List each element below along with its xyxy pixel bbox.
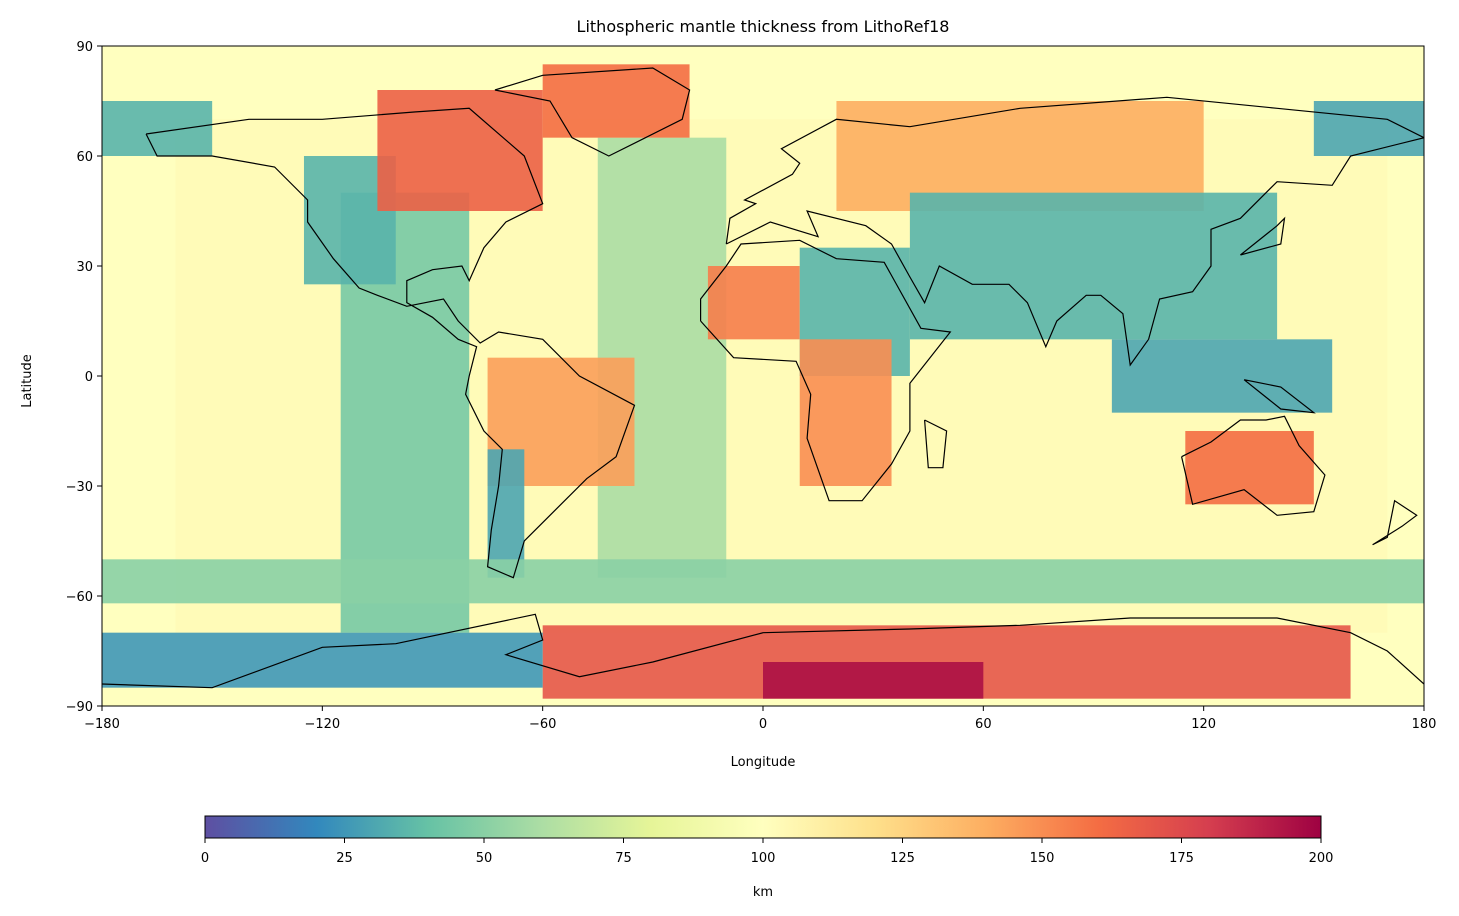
colorbar bbox=[204, 815, 1322, 839]
chart-title: Lithospheric mantle thickness from Litho… bbox=[577, 17, 950, 36]
x-tick-label: 120 bbox=[1191, 717, 1216, 732]
coastline bbox=[494, 67, 691, 157]
colorbar-tick-label: 175 bbox=[1169, 851, 1194, 866]
heatmap-region bbox=[763, 662, 984, 699]
heatmap-region bbox=[707, 266, 800, 340]
x-tick-label: 0 bbox=[759, 717, 767, 732]
coastlines bbox=[102, 67, 1424, 689]
colorbar-tick-label: 150 bbox=[1030, 851, 1055, 866]
y-tick-label: 30 bbox=[76, 260, 93, 275]
heatmap-region bbox=[1111, 339, 1333, 413]
heatmap-region bbox=[102, 559, 1424, 604]
x-tick-label: −60 bbox=[529, 717, 556, 732]
y-tick-label: 0 bbox=[85, 370, 93, 385]
x-axis-label: Longitude bbox=[731, 755, 796, 770]
y-axis: −90 −60 −30 0 30 60 90 bbox=[66, 40, 102, 715]
y-tick-label: −90 bbox=[66, 700, 93, 715]
coastline bbox=[1240, 216, 1286, 256]
heatmap-region bbox=[377, 90, 543, 211]
colorbar-ticks: 0 25 50 75 100 125 150 175 200 bbox=[201, 838, 1334, 866]
coastline bbox=[1243, 379, 1316, 414]
coastline bbox=[1372, 499, 1418, 546]
y-axis-label: Latitude bbox=[20, 354, 35, 408]
heatmap-region bbox=[102, 101, 213, 156]
coastline bbox=[1181, 415, 1326, 516]
heatmap-region bbox=[799, 339, 892, 486]
y-tick-label: −60 bbox=[66, 590, 93, 605]
coastline bbox=[725, 96, 1424, 367]
x-tick-label: 180 bbox=[1412, 717, 1437, 732]
x-tick-label: −180 bbox=[84, 717, 120, 732]
y-tick-label: 60 bbox=[76, 150, 93, 165]
heatmap-cells bbox=[102, 64, 1424, 699]
colorbar-tick-label: 125 bbox=[890, 851, 915, 866]
heatmap-region bbox=[909, 192, 1278, 340]
y-tick-label: −30 bbox=[66, 480, 93, 495]
heatmap-region bbox=[1185, 431, 1314, 505]
coastline bbox=[699, 239, 952, 502]
coastline bbox=[145, 107, 636, 579]
heatmap-region bbox=[1313, 101, 1424, 156]
colorbar-tick-label: 75 bbox=[615, 851, 632, 866]
heatmap-region bbox=[542, 64, 690, 138]
x-axis: −180 −120 −60 0 60 120 180 bbox=[84, 706, 1436, 732]
y-tick-label: 90 bbox=[76, 40, 93, 55]
heatmap-region bbox=[102, 632, 543, 688]
x-tick-label: 60 bbox=[975, 717, 992, 732]
colorbar-tick-label: 50 bbox=[476, 851, 493, 866]
colorbar-tick-label: 200 bbox=[1309, 851, 1334, 866]
colorbar-tick-label: 100 bbox=[751, 851, 776, 866]
coastline bbox=[924, 419, 948, 469]
colorbar-label: km bbox=[753, 885, 773, 900]
x-tick-label: −120 bbox=[304, 717, 340, 732]
colorbar-tick-label: 0 bbox=[201, 851, 209, 866]
colorbar-tick-label: 25 bbox=[336, 851, 353, 866]
coastline bbox=[102, 613, 1424, 689]
